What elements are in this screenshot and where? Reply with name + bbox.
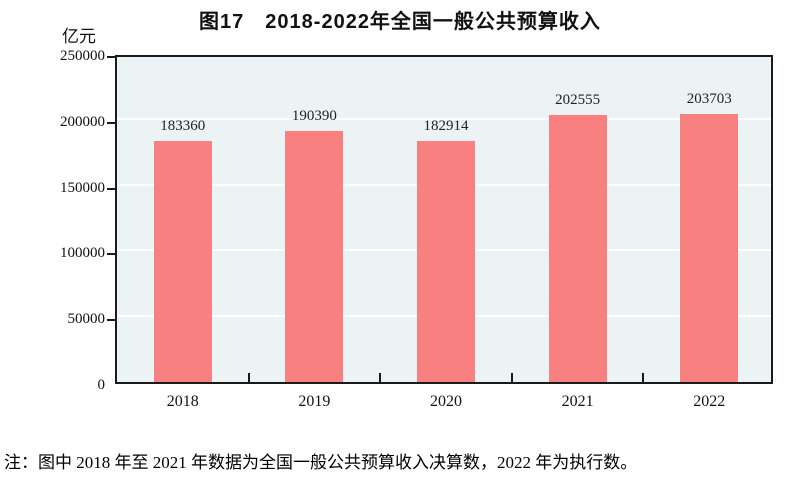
bar-value-label: 182914 <box>423 118 469 135</box>
bar-2019 <box>285 131 344 382</box>
gridline <box>117 117 771 120</box>
y-axis-unit-label: 亿元 <box>62 27 96 46</box>
bar-2021 <box>548 115 607 382</box>
footnote: 注：图中 2018 年至 2021 年数据为全国一般公共预算收入决算数，2022… <box>4 453 638 472</box>
chart-title: 图17 2018-2022年全国一般公共预算收入 <box>199 11 601 33</box>
y-tick-mark <box>107 121 115 124</box>
bar-2022 <box>680 113 739 382</box>
y-tick-label: 50000 <box>67 311 106 328</box>
y-tick-label: 200000 <box>60 113 105 130</box>
y-tick-label: 250000 <box>60 48 105 64</box>
x-tick-mark <box>642 373 645 382</box>
x-tick-label: 2022 <box>693 393 726 410</box>
x-tick-mark <box>379 373 382 382</box>
bar-value-label: 203703 <box>686 90 732 107</box>
bar-value-label: 202555 <box>555 92 601 109</box>
y-tick-mark <box>107 319 115 322</box>
y-tick-mark <box>107 253 115 256</box>
y-tick-label: 0 <box>97 377 106 393</box>
bar-value-label: 183360 <box>160 117 206 134</box>
x-tick-label: 2019 <box>298 393 331 410</box>
x-tick-label: 2018 <box>166 393 199 410</box>
x-tick-label: 2021 <box>561 393 594 410</box>
x-tick-mark <box>247 373 250 382</box>
y-tick-mark <box>107 56 115 58</box>
bar-2018 <box>153 140 212 382</box>
x-tick-label: 2020 <box>430 393 462 410</box>
plot-area: 183360 190390 182914 202555 203703 <box>115 55 773 384</box>
x-tick-mark <box>510 373 513 382</box>
bar-value-label: 190390 <box>291 108 337 125</box>
bar-2020 <box>417 141 475 382</box>
y-tick-label: 100000 <box>60 245 105 262</box>
y-tick-label: 150000 <box>60 179 105 196</box>
y-tick-mark <box>107 187 115 190</box>
